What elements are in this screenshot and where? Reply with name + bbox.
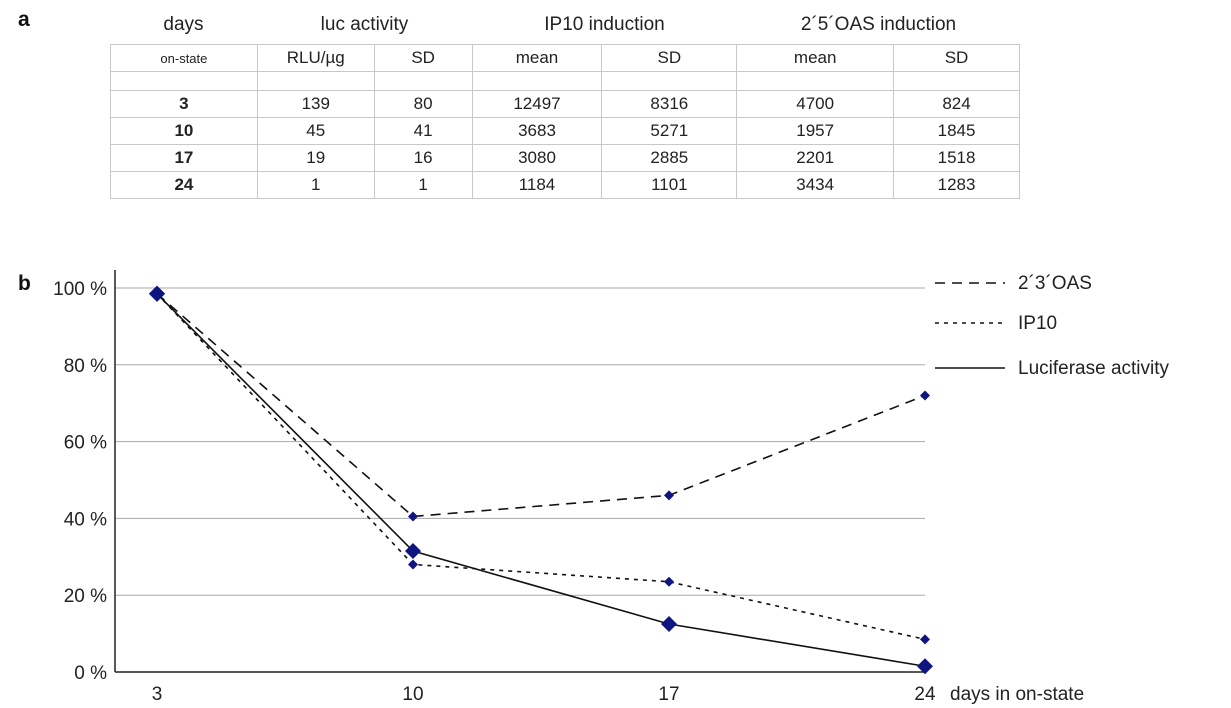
table-cell: 824 (893, 90, 1020, 118)
header-luc-activity: luc activity (320, 14, 409, 35)
table-cell: 19 (256, 144, 375, 172)
axes (114, 270, 925, 673)
table-cell: 80 (373, 90, 473, 118)
table-cell: 17 (110, 144, 258, 172)
x-tick-label: 10 (402, 684, 423, 705)
header-ip10-induction: IP10 induction (544, 14, 665, 35)
table-cell: 1845 (893, 117, 1020, 145)
table-cell: 139 (256, 90, 375, 118)
table-cell: 3 (110, 90, 258, 118)
data-point-marker (917, 658, 933, 675)
gridlines (115, 287, 925, 596)
table-cell: 1101 (601, 171, 738, 199)
data-point-marker (664, 576, 674, 587)
x-axis-label: days in on-state (950, 684, 1084, 705)
legend-label: 2´3´OAS (1018, 273, 1092, 294)
y-tick-label: 60 % (64, 433, 107, 454)
table-row: 24 1 1 1184 1101 3434 1283 (110, 171, 1020, 199)
subheader-cell: on-state (110, 44, 258, 72)
table-cell: 3080 (471, 144, 603, 172)
x-tick-labels: 3 10 17 24 days in on-state (152, 684, 1084, 705)
data-point-marker (920, 390, 930, 401)
data-point-marker (664, 490, 674, 501)
table-cell: 3683 (471, 117, 603, 145)
table-cell: 1957 (736, 117, 895, 145)
y-tick-label: 80 % (64, 356, 107, 377)
panel-b-label: b (18, 272, 31, 295)
table-cell: 24 (110, 171, 258, 199)
table-row: 3 139 80 12497 8316 4700 824 (110, 90, 1020, 118)
data-point-marker (408, 559, 418, 570)
table-cell: 1283 (893, 171, 1020, 199)
data-point-marker (405, 543, 421, 560)
data-point-marker (149, 285, 165, 302)
data-point-marker (920, 634, 930, 645)
table-cell: 10 (110, 117, 258, 145)
legend-label: Luciferase activity (1018, 358, 1170, 379)
table-cell: 2201 (736, 144, 895, 172)
table-row: 10 45 41 3683 5271 1957 1845 (110, 117, 1020, 145)
table-top-headers: days luc activity IP10 induction 2´5´OAS… (110, 10, 1020, 40)
table-cell: 1184 (471, 171, 603, 199)
legend: 2´3´OAS IP10 Luciferase activity (935, 273, 1170, 379)
y-tick-label: 0 % (74, 663, 107, 684)
data-point-marker (408, 511, 418, 522)
y-tick-labels: 0 % 20 % 40 % 60 % 80 % 100 % (53, 279, 107, 684)
legend-label: IP10 (1018, 313, 1057, 334)
data-table: on-state RLU/µg SD mean SD mean SD 3 139… (110, 44, 1020, 199)
header-days: days (163, 14, 204, 35)
table-cell: 1 (373, 171, 473, 199)
y-tick-label: 20 % (64, 586, 107, 607)
table-cell: 4700 (736, 90, 895, 118)
subheader-cell: SD (601, 44, 738, 72)
x-tick-label: 3 (152, 684, 163, 705)
y-tick-label: 100 % (53, 279, 107, 300)
series-lines (156, 293, 926, 668)
table-cell: 1 (256, 171, 375, 199)
series-markers (149, 285, 933, 675)
x-tick-label: 24 (914, 684, 936, 705)
subheader-cell: mean (471, 44, 603, 72)
table-cell: 5271 (601, 117, 738, 145)
subheader-cell: SD (893, 44, 1020, 72)
series-line (156, 293, 926, 518)
x-tick-label: 17 (658, 684, 679, 705)
panel-a-label: a (18, 8, 30, 31)
table-blank-row (110, 71, 1020, 91)
table-cell: 45 (256, 117, 375, 145)
y-tick-label: 40 % (64, 509, 107, 530)
data-point-marker (661, 616, 677, 632)
header-oas-induction: 2´5´OAS induction (800, 14, 957, 35)
subheader-cell: SD (373, 44, 473, 72)
series-line (156, 293, 926, 668)
table-cell: 3434 (736, 171, 895, 199)
